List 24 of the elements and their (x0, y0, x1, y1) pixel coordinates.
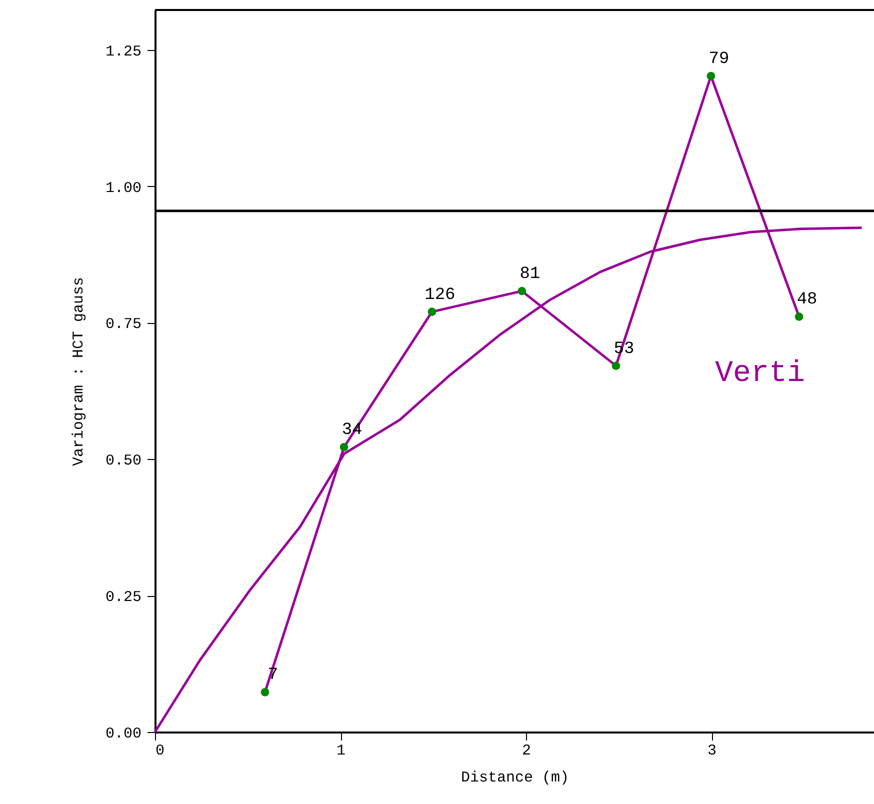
point (518, 286, 526, 296)
point (706, 72, 716, 80)
x-tick-label: 1 (336, 742, 346, 760)
annotation: 79 (708, 50, 730, 70)
x-axis-title: Distance (m) (460, 770, 570, 786)
series-label: Verti (715, 357, 806, 391)
y-tick-label: 0.25 (105, 589, 142, 606)
y-tick-label: 1.25 (105, 43, 142, 60)
point (340, 442, 348, 452)
point (612, 362, 620, 370)
y-tick-label: 0.00 (105, 726, 142, 742)
annotation: 81 (520, 265, 540, 284)
x-tick-label: 3 (707, 742, 717, 760)
point (260, 688, 270, 696)
point (428, 308, 436, 316)
annotation: 126 (424, 286, 456, 305)
x-tick-label: 2 (522, 742, 532, 760)
y-tick-label: 1.00 (105, 180, 142, 197)
point (794, 312, 804, 321)
annotation: 48 (796, 290, 818, 310)
y-tick-label: 0.50 (105, 452, 142, 470)
y-axis-title: Variogram : HCT gauss (70, 276, 88, 466)
y-tick-label: 0.75 (105, 316, 142, 334)
x-tick-label: 0 (156, 742, 165, 760)
